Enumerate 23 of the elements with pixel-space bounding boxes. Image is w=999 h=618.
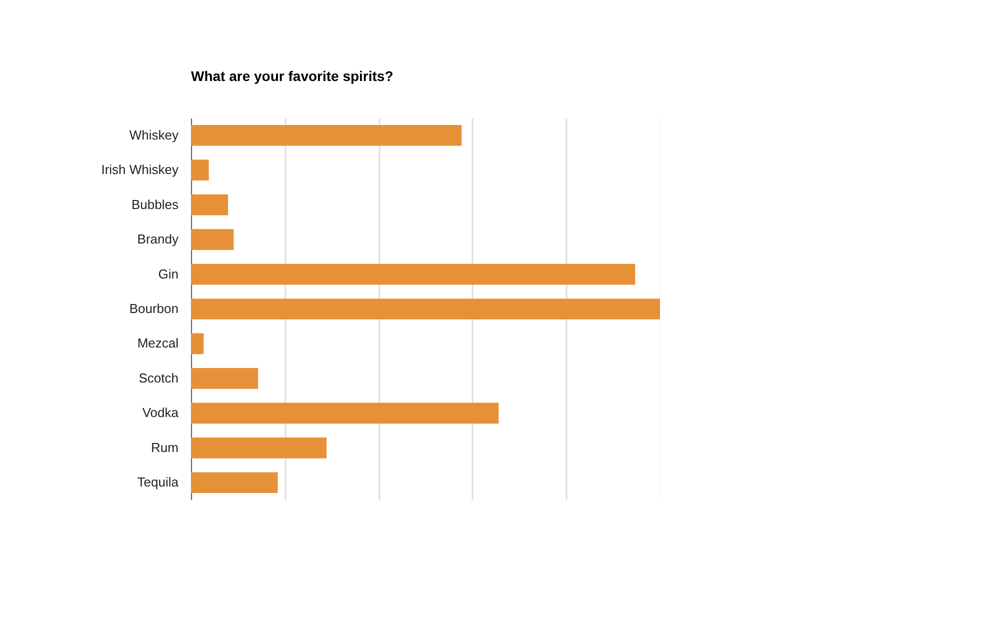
bar [191,124,462,146]
y-tick-label: Scotch [138,370,178,386]
y-tick-label: Mezcal [137,336,179,351]
bar [191,437,327,458]
y-tick-label: Irish Whiskey [101,162,179,178]
bar [191,402,499,424]
bar [191,298,660,320]
y-tick-label: Rum [151,440,178,455]
y-tick-label: Tequila [137,474,180,490]
y-tick-label: Bourbon [129,301,178,316]
bar [191,264,636,285]
bar [191,229,234,250]
bar [191,472,278,494]
chart-title: What are your favorite spirits? [191,68,394,84]
bar [191,333,204,354]
y-tick-label: Gin [158,266,178,282]
y-tick-label: Brandy [137,232,179,247]
y-tick-label: Bubbles [132,196,179,212]
bar [191,368,258,389]
y-tick-label: Vodka [142,405,180,420]
bar [191,194,228,216]
y-tick-label: Whiskey [129,127,179,142]
bar [191,160,209,181]
